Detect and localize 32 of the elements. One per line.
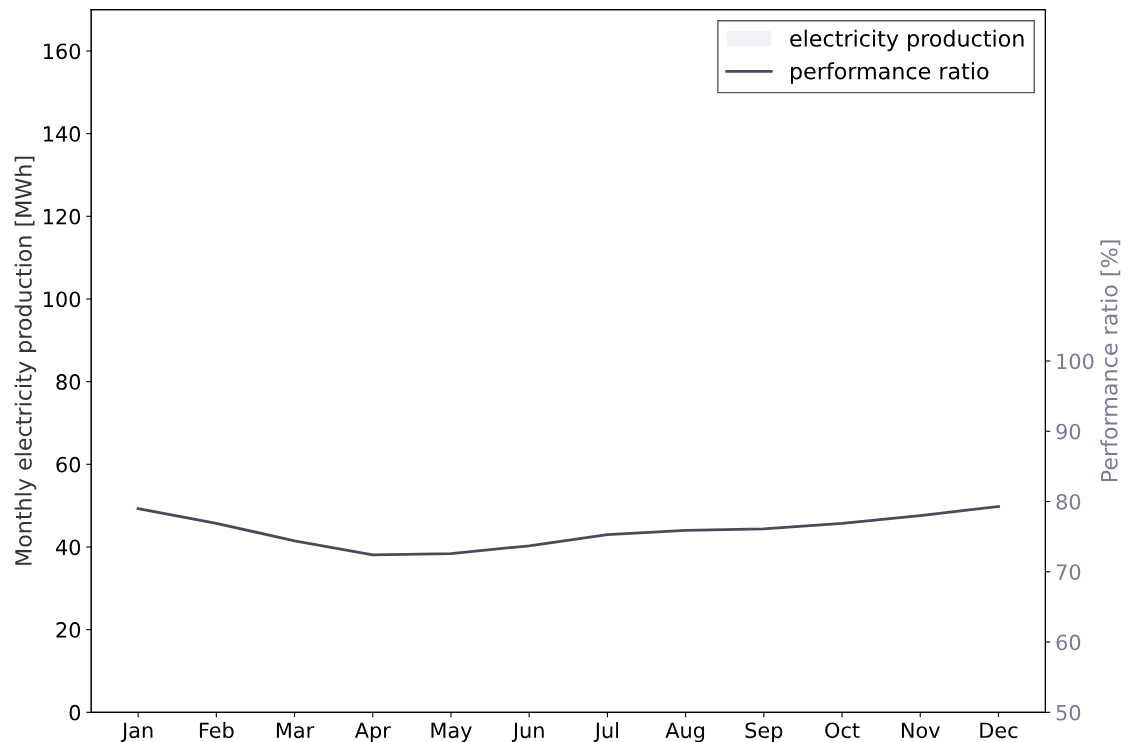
x-tick-label: Sep	[745, 722, 783, 742]
legend-label: performance ratio	[791, 62, 989, 84]
y-tick-label: 80	[56, 374, 81, 390]
x-tick-label: Jul	[593, 722, 619, 742]
x-tick-label: Oct	[825, 722, 860, 739]
x-tick-label: May	[431, 722, 472, 742]
x-tick-label: Nov	[901, 722, 940, 739]
x-tick-label: Jun	[511, 722, 544, 742]
y2-axis-title: Performance ratio [%]	[1100, 240, 1121, 482]
y-axis-title: Monthly electricity production [MWh]	[14, 156, 37, 565]
y2-tick-label: 70	[1056, 564, 1081, 580]
y-tick-label: 120	[44, 208, 81, 225]
y-tick-label: 60	[56, 456, 81, 473]
legend-label: electricity production	[790, 29, 1024, 52]
y-tick-label: 160	[44, 43, 81, 60]
y-tick-label: 140	[44, 126, 81, 142]
y-tick-label: 40	[55, 539, 81, 556]
y-tick-label: 20	[56, 622, 81, 638]
y2-tick-label: 100	[1057, 353, 1094, 370]
x-tick-label: Aug	[665, 722, 705, 742]
y-tick-label: 100	[44, 291, 81, 308]
y2-tick-label: 80	[1056, 493, 1081, 510]
y-tick-label: 0	[69, 704, 81, 721]
y2-tick-label: 90	[1056, 423, 1081, 440]
y2-tick-label: 50	[1056, 704, 1081, 721]
line-series	[136, 505, 1000, 557]
y2-tick-label: 60	[1056, 634, 1081, 651]
x-tick-label: Jan	[120, 722, 153, 742]
x-tick-label: Apr	[354, 722, 391, 742]
x-tick-label: Feb	[199, 722, 234, 739]
x-tick-label: Dec	[980, 722, 1018, 739]
x-tick-label: Mar	[276, 722, 315, 739]
